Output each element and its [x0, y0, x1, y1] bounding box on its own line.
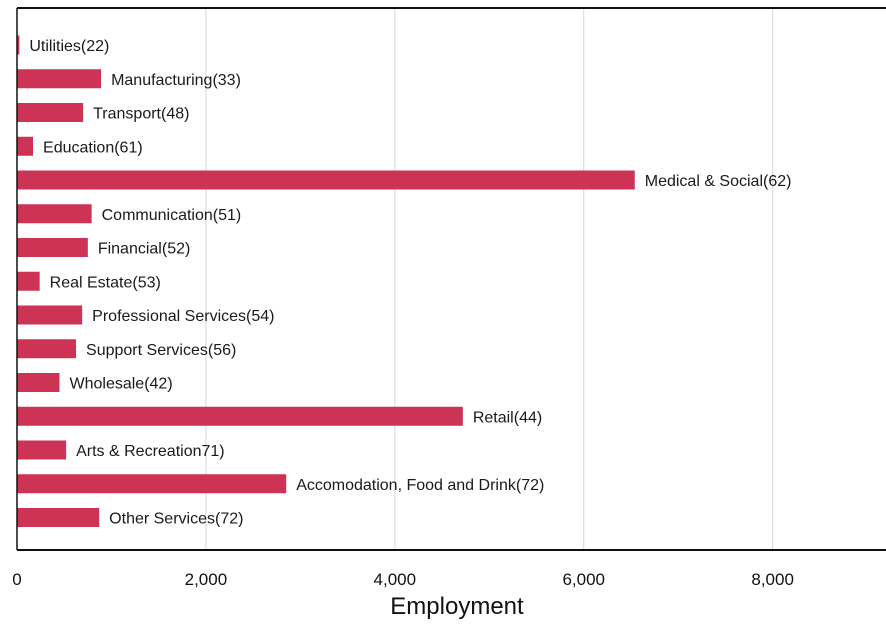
- bar-8: [17, 305, 83, 325]
- bar-5: [17, 204, 92, 224]
- x-tick-label-3: 6,000: [562, 570, 605, 589]
- bar-11: [17, 406, 463, 426]
- bar-label-12: Arts & Recreation71): [76, 443, 225, 460]
- bar-6: [17, 238, 88, 257]
- x-tick-label-1: 2,000: [185, 570, 228, 589]
- bar-label-1: Manufacturing(33): [111, 72, 241, 89]
- bar-12: [17, 440, 67, 460]
- bar-label-7: Real Estate(53): [50, 274, 161, 291]
- bar-2: [17, 103, 84, 122]
- gridlines: [205, 8, 774, 550]
- bar-label-10: Wholesale(42): [70, 376, 173, 393]
- bar-label-2: Transport(48): [93, 106, 189, 123]
- bar-label-3: Education(61): [43, 139, 143, 156]
- bar-14: [17, 508, 100, 527]
- bar-9: [17, 339, 77, 359]
- bar-label-8: Professional Services(54): [92, 308, 274, 325]
- x-tick-labels: 0 2,000 4,000 6,000 8,000: [12, 570, 794, 589]
- x-axis-title: Employment: [390, 593, 524, 620]
- bar-label-11: Retail(44): [473, 409, 542, 426]
- x-tick-label-2: 4,000: [374, 570, 417, 589]
- bar-label-4: Medical & Social(62): [645, 173, 792, 190]
- bar-label-9: Support Services(56): [86, 342, 236, 359]
- bar-label-5: Communication(51): [102, 207, 242, 224]
- bars: Utilities(22)Manufacturing(33) Transport(…: [17, 35, 792, 528]
- bar-10: [17, 373, 60, 392]
- bar-label-14: Other Services(72): [109, 511, 243, 528]
- x-tick-label-4: 8,000: [751, 570, 794, 589]
- bar-7: [17, 271, 40, 291]
- bar-13: [17, 474, 287, 494]
- bar-3: [17, 136, 34, 156]
- bar-label-13: Accomodation, Food and Drink(72): [296, 477, 544, 494]
- bar-0: [17, 35, 20, 55]
- bar-label-6: Financial(52): [98, 241, 190, 258]
- x-tick-label-0: 0: [12, 570, 21, 589]
- bar-label-0: Utilities(22): [29, 38, 109, 55]
- bar-4: [17, 170, 635, 190]
- bar-1: [17, 69, 102, 89]
